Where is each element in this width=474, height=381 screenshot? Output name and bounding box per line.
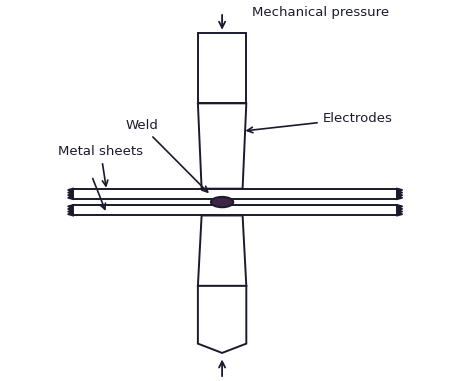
Text: Mechanical pressure: Mechanical pressure: [252, 6, 389, 19]
Polygon shape: [198, 286, 246, 353]
Text: Metal sheets: Metal sheets: [58, 145, 143, 186]
Bar: [198, 33, 246, 103]
Bar: [73, 205, 397, 216]
Text: Electrodes: Electrodes: [247, 112, 392, 133]
Polygon shape: [198, 103, 246, 189]
Polygon shape: [198, 216, 246, 286]
Ellipse shape: [211, 197, 233, 207]
Text: Weld: Weld: [125, 119, 208, 192]
Bar: [73, 189, 397, 199]
